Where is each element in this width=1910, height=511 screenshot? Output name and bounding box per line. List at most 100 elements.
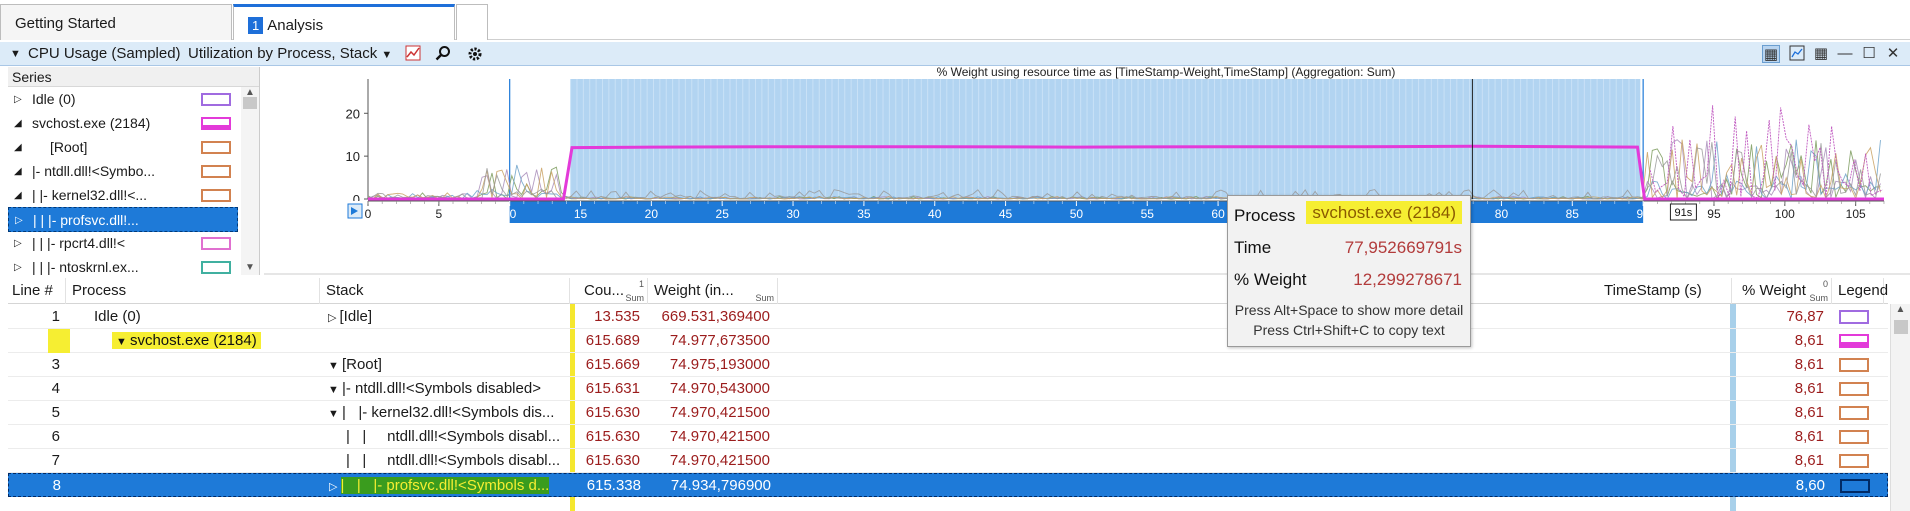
zoom-arrow-icon — [351, 207, 358, 215]
graph-only-icon[interactable] — [1788, 45, 1806, 63]
tab-label: Analysis — [267, 17, 324, 34]
collapsed-icon[interactable]: ▷ — [15, 215, 23, 226]
series-item[interactable]: ▷ Idle (0) — [8, 87, 238, 112]
table-scrollbar[interactable]: ▲ — [1890, 304, 1910, 511]
cell-weight: 74.970,421500 — [669, 404, 770, 421]
tab-getting-started[interactable]: Getting Started — [0, 4, 232, 40]
y-tick-label: 20 — [346, 106, 360, 121]
series-color-swatch[interactable] — [201, 141, 231, 154]
maximize-icon[interactable]: ☐ — [1862, 45, 1876, 62]
expanded-icon[interactable]: ◢ — [14, 190, 22, 201]
series-line-svchost — [368, 144, 1884, 201]
table-row[interactable]: 3 ▼ [Root] 615.669 74.975,193000 8,61 — [8, 353, 1888, 377]
sum-tag: Sum — [625, 293, 644, 303]
table-row[interactable]: 5 ▼ | |- kernel32.dll!<Symbols dis... 615.… — [8, 401, 1888, 425]
legend-swatch[interactable] — [1839, 334, 1869, 348]
col-header-stack[interactable]: Stack — [322, 278, 570, 304]
series-color-swatch[interactable] — [201, 117, 231, 130]
tooltip-time-label: Time — [1234, 238, 1272, 257]
minimize-icon[interactable]: — — [1837, 45, 1853, 62]
x-tick-label: 80 — [1495, 207, 1509, 221]
legend-swatch[interactable] — [1839, 310, 1869, 324]
cell-stack-label: |- ntdll.dll!<Symbols disabled> — [341, 380, 541, 397]
series-color-swatch[interactable] — [201, 93, 231, 106]
collapsed-icon[interactable]: ▷ — [14, 262, 22, 273]
table-only-icon[interactable]: ▦ — [1813, 45, 1829, 62]
gear-icon[interactable] — [466, 45, 484, 63]
preset-dropdown[interactable]: Utilization by Process, Stack ▼ — [188, 45, 392, 62]
graph-table-view-icon[interactable]: ▦ — [1762, 45, 1780, 63]
expanded-icon[interactable]: ▼ — [328, 360, 342, 372]
series-color-swatch[interactable] — [202, 214, 232, 227]
divider-bar-blue[interactable] — [1730, 278, 1736, 511]
expanded-icon[interactable]: ▼ — [328, 384, 342, 396]
collapsed-icon[interactable]: ▷ — [328, 312, 340, 324]
scroll-down-icon[interactable]: ▼ — [245, 262, 255, 273]
scroll-up-icon[interactable]: ▲ — [245, 87, 255, 98]
cell-count: 615.338 — [586, 477, 641, 494]
series-item[interactable]: ◢ | |- kernel32.dll!<... — [8, 183, 238, 208]
col-header-line[interactable]: Line # — [12, 278, 66, 304]
series-color-swatch[interactable] — [201, 165, 231, 178]
collapsed-icon[interactable]: ▷ — [329, 481, 341, 493]
legend-swatch[interactable] — [1839, 454, 1869, 468]
chart-icon[interactable] — [404, 45, 422, 63]
graph-name-label: CPU Usage (Sampled) — [28, 45, 181, 62]
collapsed-icon[interactable]: ▷ — [14, 238, 22, 249]
series-item[interactable]: ◢ [Root] — [8, 135, 238, 160]
col-header-pweight[interactable]: % Weight 0 Sum — [1736, 278, 1832, 304]
chart-svg[interactable]: % Weight using resource time as [TimeSta… — [264, 65, 1910, 275]
scroll-thumb[interactable] — [1894, 320, 1908, 334]
col-header-weight[interactable]: Weight (in... Sum — [650, 278, 778, 304]
collapsed-icon[interactable]: ▷ — [14, 94, 22, 105]
series-color-swatch[interactable] — [201, 261, 231, 274]
expanded-icon[interactable]: ▼ — [116, 336, 130, 348]
cell-count: 615.630 — [585, 404, 640, 421]
table-row[interactable]: 7 | | ntdll.dll!<Symbols disabl... 615.630… — [8, 449, 1888, 473]
cell-percent-weight: 8,61 — [1794, 428, 1824, 445]
search-icon[interactable] — [434, 45, 452, 63]
chart-title: % Weight using resource time as [TimeSta… — [937, 67, 1396, 79]
series-color-swatch[interactable] — [201, 189, 231, 202]
background-series-line — [1649, 105, 1883, 199]
cpu-usage-chart[interactable]: % Weight using resource time as [TimeSta… — [264, 65, 1910, 275]
col-header-legend[interactable]: Legend — [1834, 278, 1888, 304]
scroll-thumb[interactable] — [243, 97, 257, 109]
expanded-icon[interactable]: ◢ — [14, 142, 22, 153]
col-header-timestamp[interactable]: TimeStamp (s) — [1598, 278, 1732, 304]
expanded-icon[interactable]: ▼ — [328, 408, 342, 420]
legend-swatch[interactable] — [1839, 382, 1869, 396]
table-row[interactable]: 1 Idle (0) ▷ [Idle] 13.535 669.531,369400 76,… — [8, 305, 1888, 329]
background-series-line — [367, 142, 1881, 200]
close-icon[interactable]: ✕ — [1886, 45, 1900, 62]
col-header-pweight-label: % Weight — [1742, 282, 1806, 299]
series-item[interactable]: ▷ | | |- profsvc.dll!... — [8, 207, 238, 232]
col-header-process[interactable]: Process — [68, 278, 320, 304]
collapse-graph-icon[interactable]: ▼ — [10, 48, 21, 60]
col-header-count[interactable]: Cou... 1 Sum — [576, 278, 648, 304]
series-item[interactable]: ◢ svchost.exe (2184) — [8, 111, 238, 136]
graph-toolbar: ▼ CPU Usage (Sampled) Utilization by Pro… — [0, 42, 1910, 66]
divider-bar-yellow[interactable] — [570, 278, 575, 511]
expanded-icon[interactable]: ◢ — [14, 118, 22, 129]
cell-stack-label: [Root] — [341, 356, 382, 373]
col-header-weight-label: Weight (in... — [654, 282, 734, 299]
tab-analysis[interactable]: 1 Analysis — [233, 4, 455, 40]
series-item[interactable]: ▷ | | |- ntoskrnl.ex... — [8, 255, 238, 280]
expanded-icon[interactable]: ◢ — [14, 166, 22, 177]
table-row[interactable]: 6 | | ntdll.dll!<Symbols disabl... 615.630… — [8, 425, 1888, 449]
series-item[interactable]: ◢ |- ntdll.dll!<Symbo... — [8, 159, 238, 184]
scroll-up-icon[interactable]: ▲ — [1895, 304, 1906, 315]
series-scrollbar[interactable]: ▲ ▼ — [241, 87, 259, 275]
table-row[interactable]: 2▼ svchost.exe (2184)615.68974.977,67350… — [8, 329, 1888, 353]
x-tick-label: 95 — [1707, 207, 1721, 221]
series-item[interactable]: ▷ | | |- rpcrt4.dll!< — [8, 231, 238, 256]
cell-process — [68, 353, 320, 377]
legend-swatch[interactable] — [1839, 430, 1869, 444]
legend-swatch[interactable] — [1839, 406, 1869, 420]
table-row[interactable]: 4 ▼ |- ntdll.dll!<Symbols disabled> 615.63… — [8, 377, 1888, 401]
table-row[interactable]: 8 ▷ | | |- profsvc.dll!<Symbols d... 615.3… — [8, 473, 1888, 497]
series-color-swatch[interactable] — [201, 237, 231, 250]
legend-swatch[interactable] — [1839, 358, 1869, 372]
legend-swatch[interactable] — [1840, 479, 1870, 493]
